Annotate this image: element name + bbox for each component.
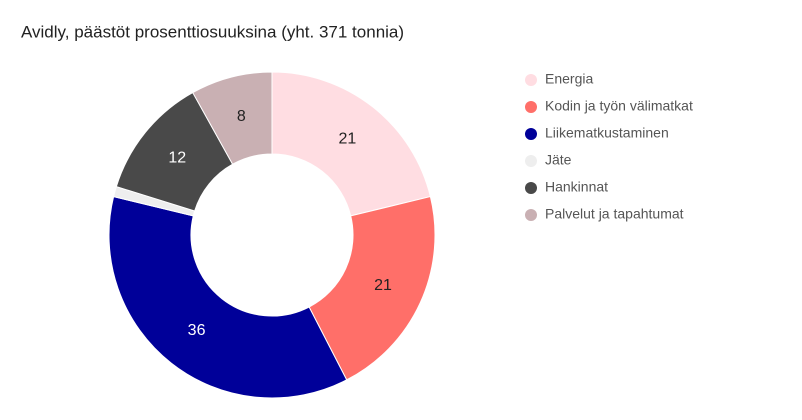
slice: [108, 195, 348, 399]
slice: [308, 195, 436, 381]
legend-label: Liikematkustaminen: [545, 125, 669, 141]
legend-marker: [525, 182, 537, 194]
legend-label: Palvelut ja tapahtumat: [545, 206, 684, 222]
legend-label: Energia: [545, 71, 593, 87]
legend-marker: [525, 101, 537, 113]
chart-title: Avidly, päästöt prosenttiosuuksina (yht.…: [21, 22, 404, 41]
legend-marker: [525, 155, 537, 167]
data-label: 21: [374, 277, 392, 294]
legend-label: Jäte: [545, 152, 572, 168]
legend-marker: [525, 74, 537, 86]
legend-label: Kodin ja työn välimatkat: [545, 98, 693, 114]
data-label: 21: [339, 130, 357, 147]
data-label: 8: [237, 108, 246, 125]
legend-label: Hankinnat: [545, 179, 608, 195]
legend-marker: [525, 209, 537, 221]
slice: [271, 71, 432, 217]
legend-marker: [525, 128, 537, 140]
data-label: 12: [168, 149, 186, 166]
data-label: 36: [188, 322, 206, 339]
slice: [192, 71, 273, 165]
